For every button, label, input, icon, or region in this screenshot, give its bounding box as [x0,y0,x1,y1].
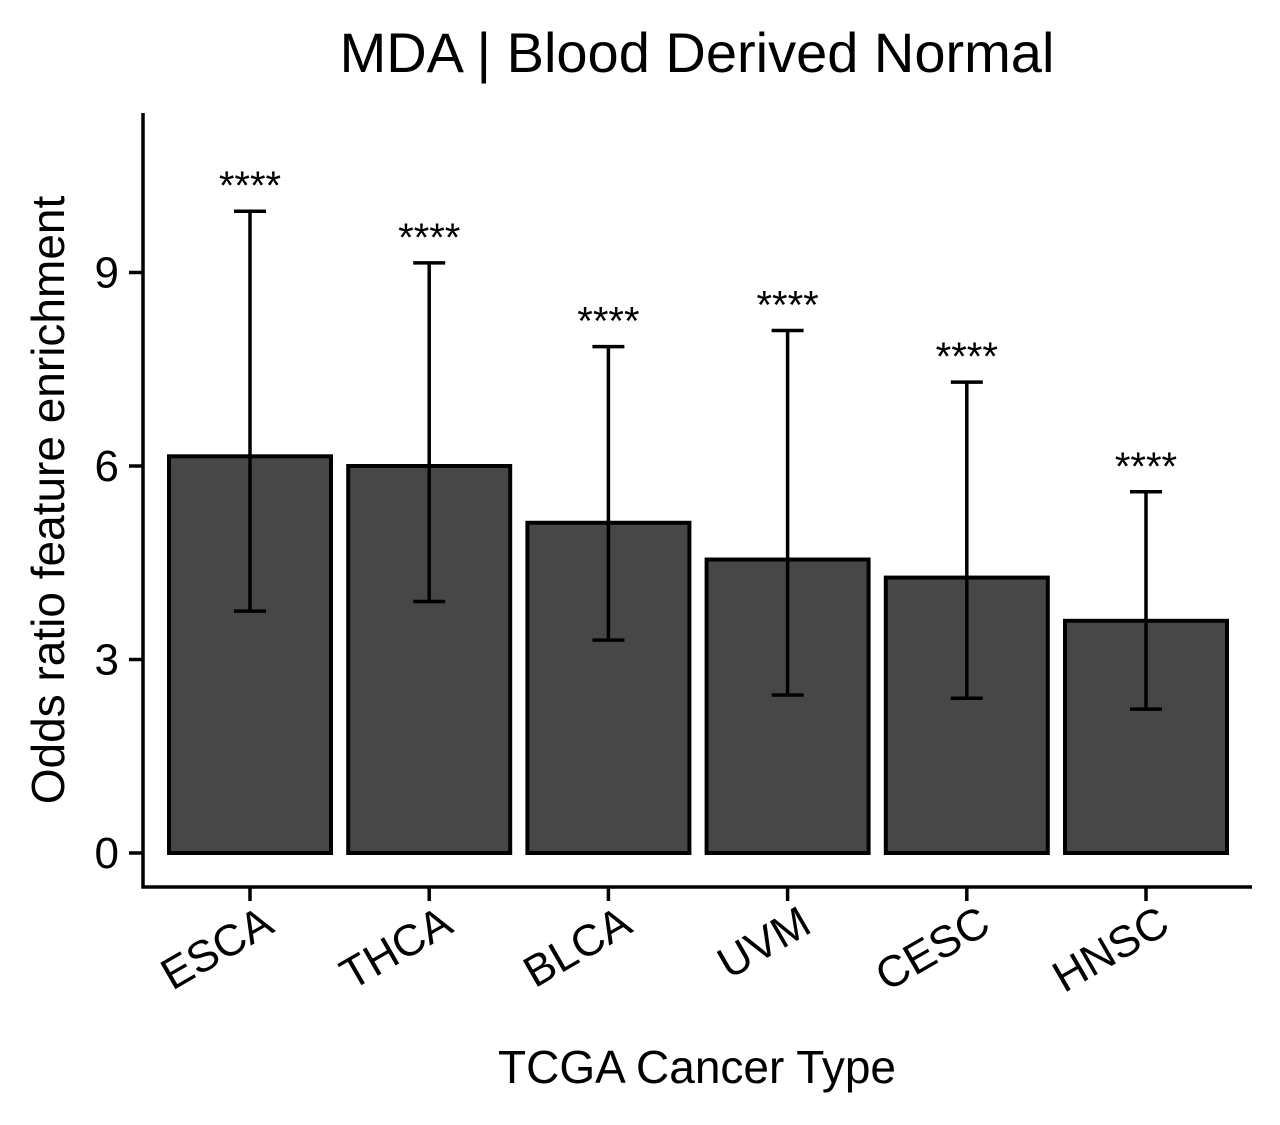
chart-title: MDA | Blood Derived Normal [340,21,1055,84]
significance-label: **** [756,284,818,328]
significance-label: **** [219,164,281,208]
x-tick-label: HNSC [1045,897,1177,1002]
y-tick-label: 9 [95,249,119,298]
y-axis-title: Odds ratio feature enrichment [22,196,74,805]
chart-marks: **** **** **** **** **** **** 0 3 6 9 ESCA THCA BLCA… [95,113,1252,1002]
significance-label: **** [1115,445,1177,489]
x-tick-label: ESCA [153,897,282,1000]
x-tick-label: CESC [867,897,997,1001]
x-tick-label: BLCA [515,897,640,997]
y-tick-label: 6 [95,442,119,491]
significance-label: **** [936,335,998,379]
x-tick-label: THCA [332,897,461,1000]
significance-label: **** [398,216,460,260]
significance-label: **** [577,300,639,344]
x-axis-title: TCGA Cancer Type [498,1041,896,1093]
y-tick-label: 0 [95,829,119,878]
x-tick-label: UVM [709,897,818,988]
y-tick-label: 3 [95,636,119,685]
